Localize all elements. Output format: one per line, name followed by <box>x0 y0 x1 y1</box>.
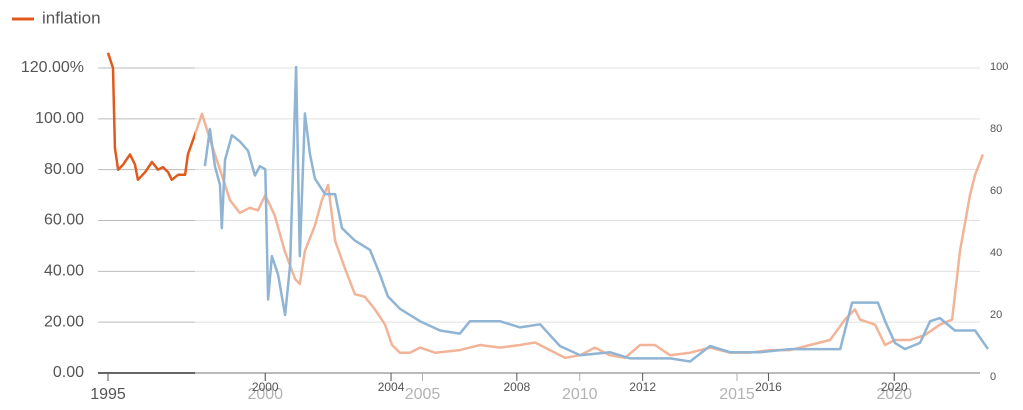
x-tick-label: 2000 <box>252 380 279 394</box>
y-tick-label: 0.00 <box>53 364 84 381</box>
series-line <box>203 65 990 363</box>
y-tick-label: 80.00 <box>44 161 84 178</box>
y-tick-label: 40 <box>990 247 1002 259</box>
x-tick-label: 2020 <box>881 380 908 394</box>
y-tick-label: 120.00% <box>21 59 84 76</box>
x-tick-label: 2004 <box>378 380 405 394</box>
x-tick-label: 2012 <box>629 380 656 394</box>
y-tick-label: 20.00 <box>44 313 84 330</box>
y-tick-label: 80 <box>990 123 1002 135</box>
y-tick-label: 100.00 <box>35 110 84 127</box>
y-tick-label: 40.00 <box>44 263 84 280</box>
overlay <box>195 55 1023 410</box>
y-tick-label: 0 <box>990 371 996 383</box>
y-tick-label: 60 <box>990 185 1002 197</box>
x-tick-label: 2016 <box>755 380 782 394</box>
y-tick-label: 20 <box>990 309 1002 321</box>
y-tick-label: 100 <box>990 61 1008 73</box>
x-tick-label: 2008 <box>503 380 530 394</box>
legend-label: inflation <box>42 8 101 27</box>
x-tick-label: 1995 <box>90 386 126 403</box>
y-tick-label: 60.00 <box>44 212 84 229</box>
